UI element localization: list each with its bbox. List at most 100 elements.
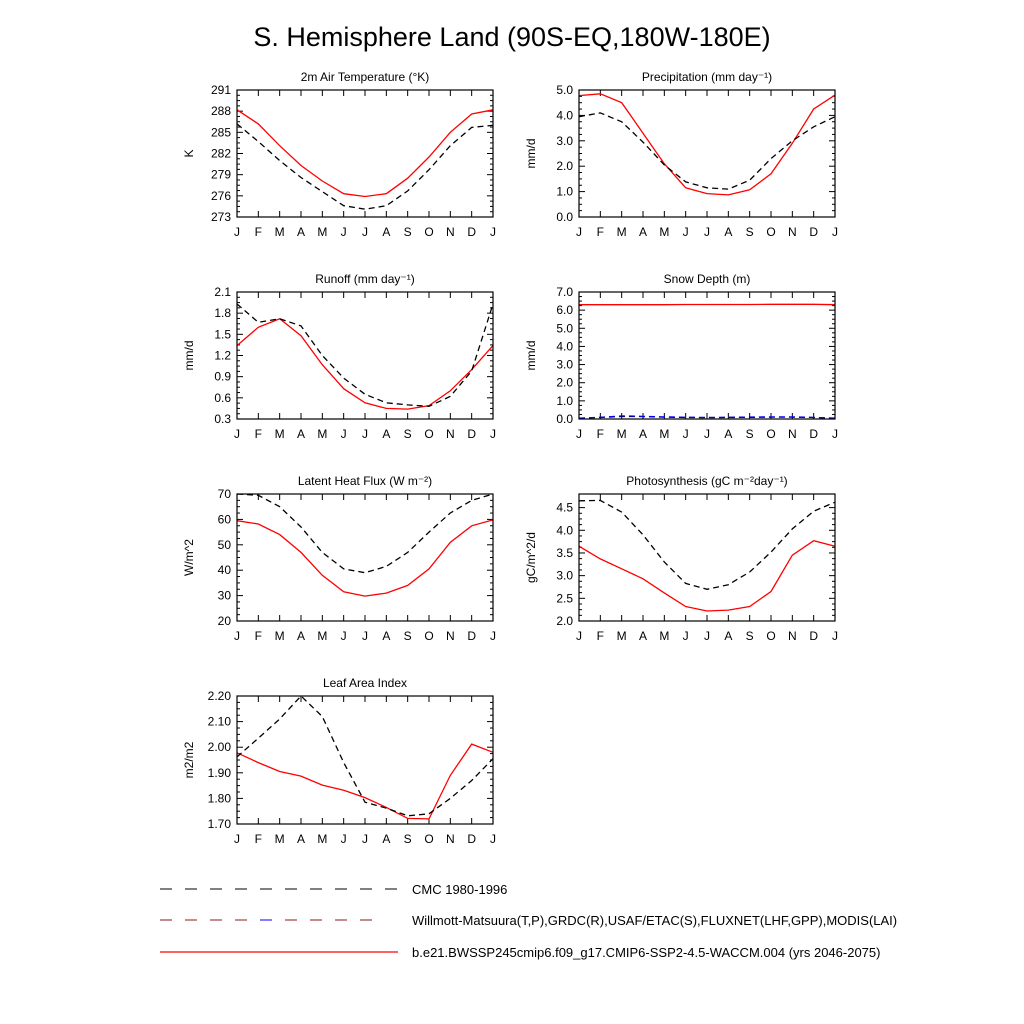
x-tick-label: J: [490, 225, 496, 239]
x-tick-label: D: [809, 225, 818, 239]
x-tick-label: S: [404, 832, 412, 846]
x-tick-label: J: [576, 225, 582, 239]
y-axis-label: gC/m^2/d: [524, 532, 538, 583]
y-tick-label: 1.8: [214, 306, 231, 320]
series-line: [578, 93, 836, 196]
x-tick-label: M: [317, 629, 327, 643]
x-tick-label: J: [490, 629, 496, 643]
chart-title: 2m Air Temperature (°K): [301, 70, 430, 84]
legend: CMC 1980-1996 Willmott-Matsuura(T,P),GRDC…: [160, 882, 897, 960]
x-tick-label: O: [424, 427, 433, 441]
y-tick-label: 282: [211, 147, 231, 161]
x-tick-label: J: [832, 629, 838, 643]
x-tick-label: J: [234, 629, 240, 643]
chart-title: Precipitation (mm day⁻¹): [642, 70, 772, 84]
x-tick-label: M: [275, 225, 285, 239]
x-tick-label: F: [255, 225, 262, 239]
x-tick-label: J: [683, 629, 689, 643]
page-title: S. Hemisphere Land (90S-EQ,180W-180E): [253, 22, 770, 52]
x-tick-label: N: [446, 629, 455, 643]
x-tick-label: A: [297, 427, 305, 441]
x-tick-label: J: [362, 629, 368, 643]
x-tick-label: D: [467, 832, 476, 846]
chart-panel: Snow Depth (m) mm/d 0.0 1.0 2.0 3.0 4.0 5.0 6.0 7…: [524, 272, 838, 441]
y-tick-label: 0.9: [214, 370, 231, 384]
y-tick-label: 2.5: [556, 591, 573, 605]
x-tick-label: A: [382, 832, 390, 846]
x-tick-label: M: [659, 427, 669, 441]
x-tick-label: A: [297, 832, 305, 846]
x-tick-label: A: [382, 629, 390, 643]
y-axis-label: mm/d: [182, 341, 196, 371]
x-tick-label: J: [362, 427, 368, 441]
x-tick-label: J: [832, 427, 838, 441]
x-tick-label: J: [490, 832, 496, 846]
chart-title: Leaf Area Index: [323, 676, 407, 690]
x-tick-label: J: [832, 225, 838, 239]
plot-frame: [236, 493, 494, 622]
x-tick-label: A: [724, 225, 732, 239]
x-tick-label: J: [576, 427, 582, 441]
y-tick-label: 70: [218, 487, 232, 501]
chart-panel: 2m Air Temperature (°K) K 273 276 279 282 285 2…: [182, 70, 496, 239]
plot-frame: [578, 89, 836, 218]
series-line: [236, 519, 494, 597]
chart-panel: Leaf Area Index m2/m2 1.70 1.80 1.90 2.00 2.10…: [182, 676, 496, 846]
series-line: [578, 499, 836, 590]
y-tick-label: 3.0: [556, 358, 573, 372]
y-tick-label: 2.0: [556, 614, 573, 628]
series-line: [236, 303, 494, 407]
legend-entry: Willmott-Matsuura(T,P),GRDC(R),USAF/ETAC…: [160, 913, 897, 928]
x-tick-label: S: [404, 225, 412, 239]
y-tick-label: 1.0: [556, 394, 573, 408]
x-tick-label: A: [382, 225, 390, 239]
y-tick-label: 5.0: [556, 83, 573, 97]
x-tick-label: A: [639, 629, 647, 643]
x-tick-label: N: [446, 225, 455, 239]
series-line: [236, 109, 494, 198]
x-tick-label: F: [597, 629, 604, 643]
y-tick-label: 2.1: [214, 285, 231, 299]
y-tick-label: 3.5: [556, 546, 573, 560]
x-tick-label: A: [639, 427, 647, 441]
y-tick-label: 288: [211, 104, 231, 118]
legend-entry: b.e21.BWSSP245cmip6.f09_g17.CMIP6-SSP2-4…: [160, 945, 880, 960]
x-tick-label: M: [617, 427, 627, 441]
x-tick-label: J: [576, 629, 582, 643]
y-tick-label: 2.20: [208, 689, 232, 703]
plot-frame: [578, 291, 836, 420]
y-tick-label: 6.0: [556, 303, 573, 317]
x-tick-label: O: [424, 629, 433, 643]
x-tick-label: M: [617, 225, 627, 239]
y-tick-label: 0.6: [214, 391, 231, 405]
legend-label: CMC 1980-1996: [412, 882, 507, 897]
x-tick-label: M: [659, 629, 669, 643]
legend-label: b.e21.BWSSP245cmip6.f09_g17.CMIP6-SSP2-4…: [412, 945, 880, 960]
y-tick-label: 40: [218, 563, 232, 577]
y-tick-label: 20: [218, 614, 232, 628]
x-tick-label: D: [467, 225, 476, 239]
chart-title: Snow Depth (m): [664, 272, 751, 286]
x-tick-label: O: [424, 832, 433, 846]
series-line: [236, 695, 494, 817]
x-tick-label: J: [341, 629, 347, 643]
x-tick-label: A: [724, 427, 732, 441]
x-tick-label: J: [234, 427, 240, 441]
x-tick-label: F: [597, 225, 604, 239]
series-line: [236, 318, 494, 410]
x-tick-label: O: [766, 629, 775, 643]
y-tick-label: 4.5: [556, 501, 573, 515]
x-tick-label: N: [788, 629, 797, 643]
y-axis-label: W/m^2: [182, 539, 196, 576]
legend-label: Willmott-Matsuura(T,P),GRDC(R),USAF/ETAC…: [412, 913, 897, 928]
chart-panel: Photosynthesis (gC m⁻²day⁻¹) gC/m^2/d 2.0 2…: [524, 474, 838, 643]
y-tick-label: 2.00: [208, 740, 232, 754]
x-tick-label: A: [724, 629, 732, 643]
x-tick-label: S: [746, 225, 754, 239]
y-tick-label: 2.0: [556, 159, 573, 173]
series-line: [578, 112, 836, 190]
x-tick-label: N: [446, 832, 455, 846]
x-tick-label: M: [317, 427, 327, 441]
series-line: [236, 743, 494, 820]
